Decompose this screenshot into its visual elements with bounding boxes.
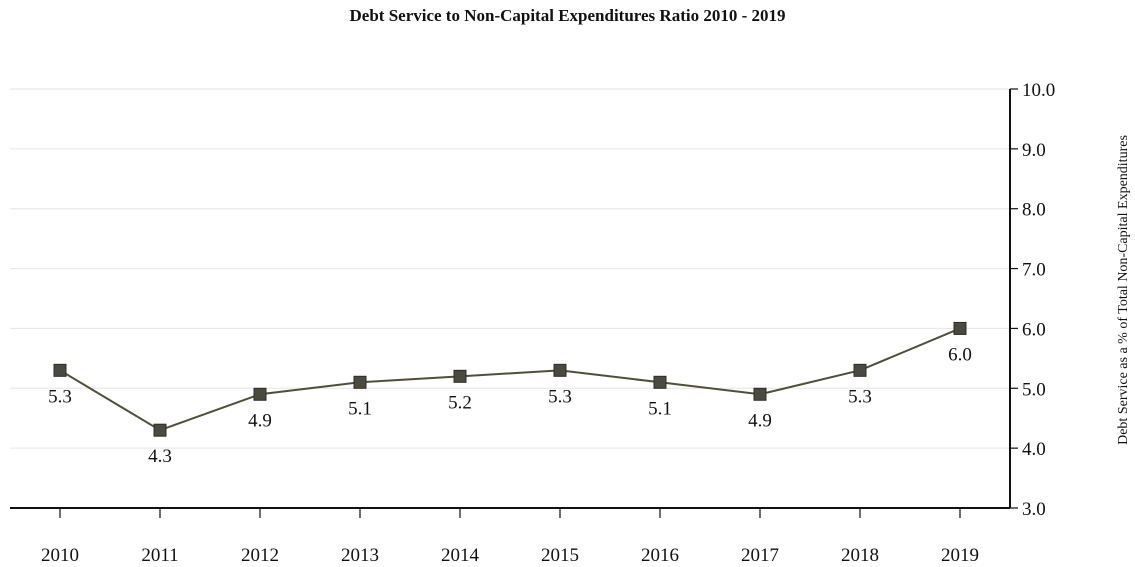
x-tick-label: 2018 [841, 545, 879, 566]
data-label: 4.9 [748, 410, 772, 431]
data-point [853, 363, 867, 377]
y-tick-label: 3.0 [1022, 499, 1046, 520]
x-tick-label: 2011 [141, 545, 178, 566]
data-point [353, 375, 367, 389]
series-line [59, 327, 961, 432]
x-tick-label: 2015 [541, 545, 579, 566]
x-tick-label: 2014 [441, 545, 480, 566]
x-axis-ticks: 2010 2011 2012 2013 2014 2015 2016 2017 2018 2019 [41, 508, 979, 566]
gridlines [10, 88, 1010, 449]
data-point [953, 321, 967, 335]
data-point [453, 369, 467, 383]
y-tick-label: 4.0 [1022, 439, 1046, 460]
data-label: 4.3 [148, 446, 172, 467]
data-point [53, 363, 67, 377]
data-point [653, 375, 667, 389]
y-tick-label: 5.0 [1022, 379, 1046, 400]
x-tick-label: 2019 [941, 545, 979, 566]
y-axis-ticks: 3.0 4.0 5.0 6.0 7.0 8.0 9.0 10.0 [1010, 80, 1055, 520]
x-tick-label: 2013 [341, 545, 379, 566]
data-label: 5.3 [48, 386, 72, 407]
x-tick-label: 2017 [741, 545, 779, 566]
data-label: 5.2 [448, 392, 472, 413]
x-tick-label: 2012 [241, 545, 279, 566]
data-label: 5.3 [548, 386, 572, 407]
x-tick-label: 2010 [41, 545, 79, 566]
data-label: 5.1 [648, 398, 672, 419]
y-tick-label: 9.0 [1022, 140, 1046, 161]
x-tick-label: 2016 [641, 545, 679, 566]
data-point [553, 363, 567, 377]
data-point [753, 387, 767, 401]
data-label: 6.0 [948, 344, 972, 365]
data-point [253, 387, 267, 401]
data-labels: 5.3 4.3 4.9 5.1 5.2 5.3 5.1 4.9 5.3 6.0 [48, 344, 972, 467]
y-tick-label: 10.0 [1022, 80, 1055, 101]
data-markers [53, 321, 967, 437]
chart-title: Debt Service to Non-Capital Expenditures… [349, 6, 786, 25]
y-tick-label: 8.0 [1022, 200, 1046, 221]
data-label: 5.3 [848, 386, 872, 407]
data-point [153, 423, 167, 437]
y-tick-label: 7.0 [1022, 260, 1046, 281]
data-label: 4.9 [248, 410, 272, 431]
y-axis-label: Debt Service as a % of Total Non-Capital… [1116, 135, 1131, 445]
y-tick-label: 6.0 [1022, 319, 1046, 340]
data-label: 5.1 [348, 398, 372, 419]
